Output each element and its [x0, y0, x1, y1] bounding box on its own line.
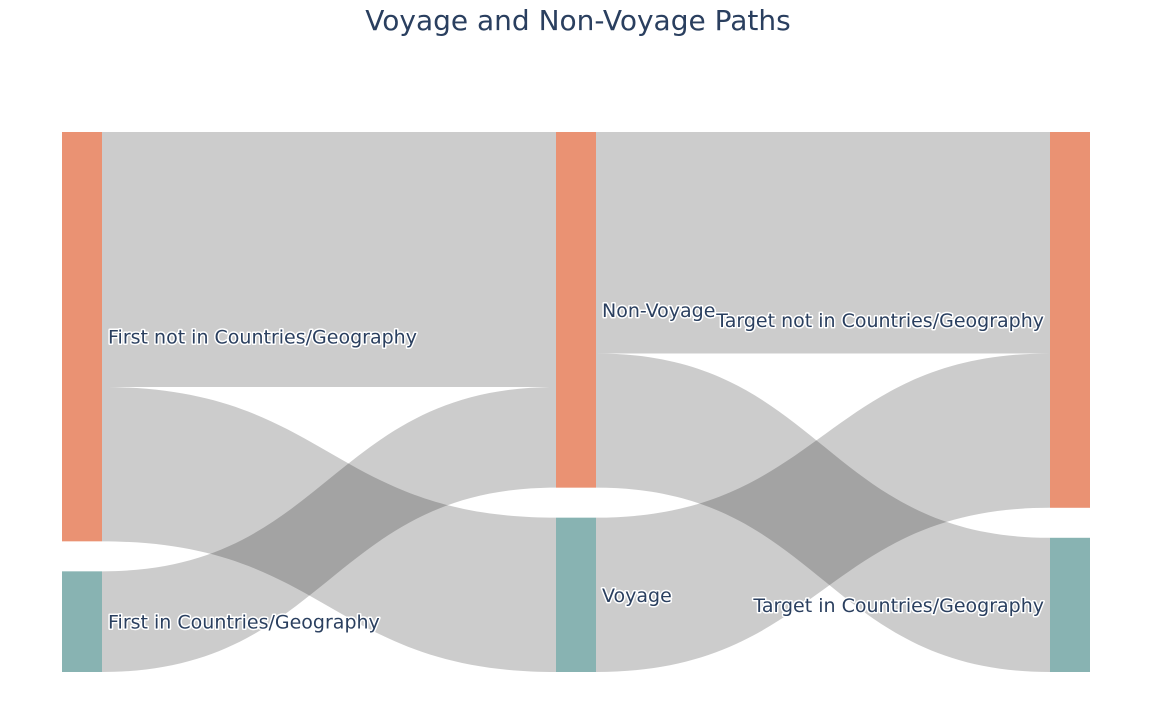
- sankey-link: [596, 353, 1050, 672]
- sankey-node-label: Non-Voyage: [602, 300, 715, 322]
- sankey-node-label: Target in Countries/Geography: [752, 595, 1044, 617]
- sankey-node: [556, 517, 596, 672]
- sankey-node: [556, 132, 596, 488]
- sankey-node: [1050, 132, 1090, 508]
- sankey-node-label: Voyage: [602, 585, 672, 607]
- sankey-node: [1050, 537, 1090, 672]
- chart-title: Voyage and Non-Voyage Paths: [365, 4, 791, 37]
- sankey-node-label: First not in Countries/Geography: [108, 327, 417, 349]
- sankey-nodes: [62, 132, 1090, 672]
- sankey-link: [596, 132, 1050, 354]
- sankey-link: [102, 132, 556, 387]
- sankey-link: [102, 387, 556, 672]
- sankey-node: [62, 132, 102, 542]
- sankey-node-label: First in Countries/Geography: [108, 612, 380, 634]
- sankey-link: [596, 353, 1050, 672]
- sankey-link: [102, 387, 556, 672]
- sankey-node-label: Target not in Countries/Geography: [715, 310, 1044, 332]
- sankey-labels: First not in Countries/Geography First in…: [107, 298, 1046, 635]
- sankey-node: [62, 571, 102, 672]
- sankey-links: [102, 132, 1050, 672]
